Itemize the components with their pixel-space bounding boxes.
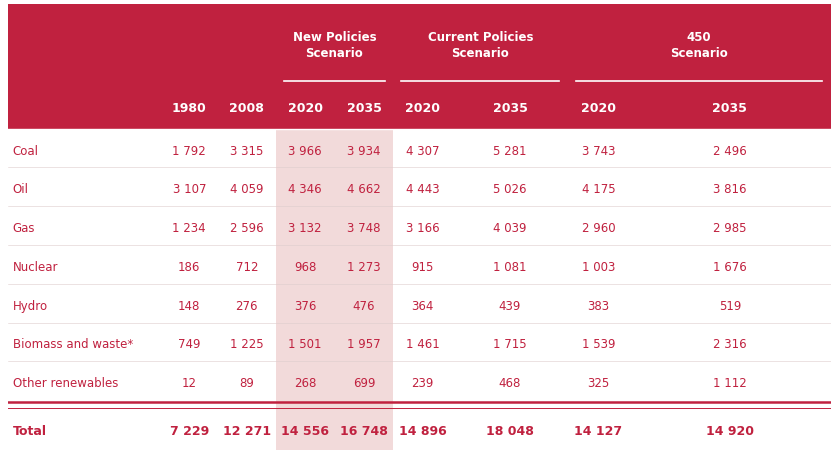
Text: 4 039: 4 039 (493, 222, 527, 234)
Text: 4 662: 4 662 (347, 183, 381, 196)
Text: 3 315: 3 315 (230, 144, 263, 157)
Text: 699: 699 (352, 376, 375, 389)
Text: 2008: 2008 (229, 102, 264, 115)
Text: 519: 519 (719, 299, 741, 312)
Text: 439: 439 (498, 299, 521, 312)
Text: 14 556: 14 556 (281, 425, 329, 437)
Text: 4 346: 4 346 (289, 183, 322, 196)
Text: 1 501: 1 501 (289, 338, 322, 350)
Text: 915: 915 (412, 260, 434, 273)
Text: 1 957: 1 957 (347, 338, 381, 350)
Text: 4 175: 4 175 (581, 183, 615, 196)
Text: 450
Scenario: 450 Scenario (670, 31, 728, 60)
Text: 3 816: 3 816 (713, 183, 747, 196)
Text: Oil: Oil (13, 183, 29, 196)
Text: 712: 712 (236, 260, 258, 273)
Text: 468: 468 (498, 376, 521, 389)
Text: 1 792: 1 792 (172, 144, 206, 157)
Text: 18 048: 18 048 (486, 425, 534, 437)
Text: 2020: 2020 (405, 102, 440, 115)
Text: Biomass and waste*: Biomass and waste* (13, 338, 133, 350)
Text: 14 127: 14 127 (574, 425, 623, 437)
Text: 12 271: 12 271 (223, 425, 271, 437)
Bar (275, 129, 393, 450)
Text: 364: 364 (412, 299, 434, 312)
Text: 276: 276 (236, 299, 258, 312)
Text: 12: 12 (182, 376, 197, 389)
Bar (8, 5, 831, 129)
Text: Current Policies
Scenario: Current Policies Scenario (428, 31, 533, 60)
Text: Gas: Gas (13, 222, 35, 234)
Text: 268: 268 (294, 376, 316, 389)
Text: 2035: 2035 (712, 102, 748, 115)
Text: 1980: 1980 (172, 102, 206, 115)
Text: 376: 376 (294, 299, 316, 312)
Text: Coal: Coal (13, 144, 39, 157)
Text: 2020: 2020 (288, 102, 323, 115)
Text: 2 316: 2 316 (713, 338, 747, 350)
Text: 3 934: 3 934 (347, 144, 381, 157)
Text: 5 026: 5 026 (493, 183, 527, 196)
Text: 16 748: 16 748 (340, 425, 388, 437)
Text: 3 132: 3 132 (289, 222, 322, 234)
Text: 1 715: 1 715 (493, 338, 527, 350)
Text: 383: 383 (587, 299, 609, 312)
Text: Other renewables: Other renewables (13, 376, 117, 389)
Text: 1 234: 1 234 (173, 222, 206, 234)
Text: 1 225: 1 225 (230, 338, 263, 350)
Text: 3 966: 3 966 (289, 144, 322, 157)
Text: 968: 968 (294, 260, 316, 273)
Text: 2035: 2035 (492, 102, 528, 115)
Text: New Policies
Scenario: New Policies Scenario (293, 31, 376, 60)
Text: 1 081: 1 081 (493, 260, 527, 273)
Text: 325: 325 (587, 376, 609, 389)
Text: 4 443: 4 443 (406, 183, 440, 196)
Text: 1 461: 1 461 (406, 338, 440, 350)
Text: 4 307: 4 307 (406, 144, 440, 157)
Text: 2035: 2035 (347, 102, 382, 115)
Text: 2 960: 2 960 (581, 222, 615, 234)
Text: 186: 186 (178, 260, 201, 273)
Text: 4 059: 4 059 (230, 183, 263, 196)
Text: 1 003: 1 003 (581, 260, 615, 273)
Text: 5 281: 5 281 (493, 144, 527, 157)
Text: 14 920: 14 920 (706, 425, 754, 437)
Text: Total: Total (13, 425, 46, 437)
Text: 3 166: 3 166 (406, 222, 440, 234)
Text: 3 107: 3 107 (173, 183, 206, 196)
Text: 749: 749 (178, 338, 201, 350)
Text: 1 273: 1 273 (347, 260, 381, 273)
Text: 2 596: 2 596 (230, 222, 263, 234)
Text: 7 229: 7 229 (169, 425, 209, 437)
Text: 89: 89 (239, 376, 254, 389)
Text: 1 112: 1 112 (713, 376, 747, 389)
Text: 2 496: 2 496 (713, 144, 747, 157)
Text: 476: 476 (352, 299, 375, 312)
Text: Nuclear: Nuclear (13, 260, 58, 273)
Text: 3 748: 3 748 (347, 222, 381, 234)
Text: 3 743: 3 743 (581, 144, 615, 157)
Text: Hydro: Hydro (13, 299, 48, 312)
Text: 1 539: 1 539 (581, 338, 615, 350)
Text: 1 676: 1 676 (713, 260, 747, 273)
Text: 2020: 2020 (581, 102, 616, 115)
Text: 2 985: 2 985 (713, 222, 747, 234)
Text: 239: 239 (412, 376, 434, 389)
Text: 14 896: 14 896 (399, 425, 446, 437)
Text: 148: 148 (178, 299, 201, 312)
